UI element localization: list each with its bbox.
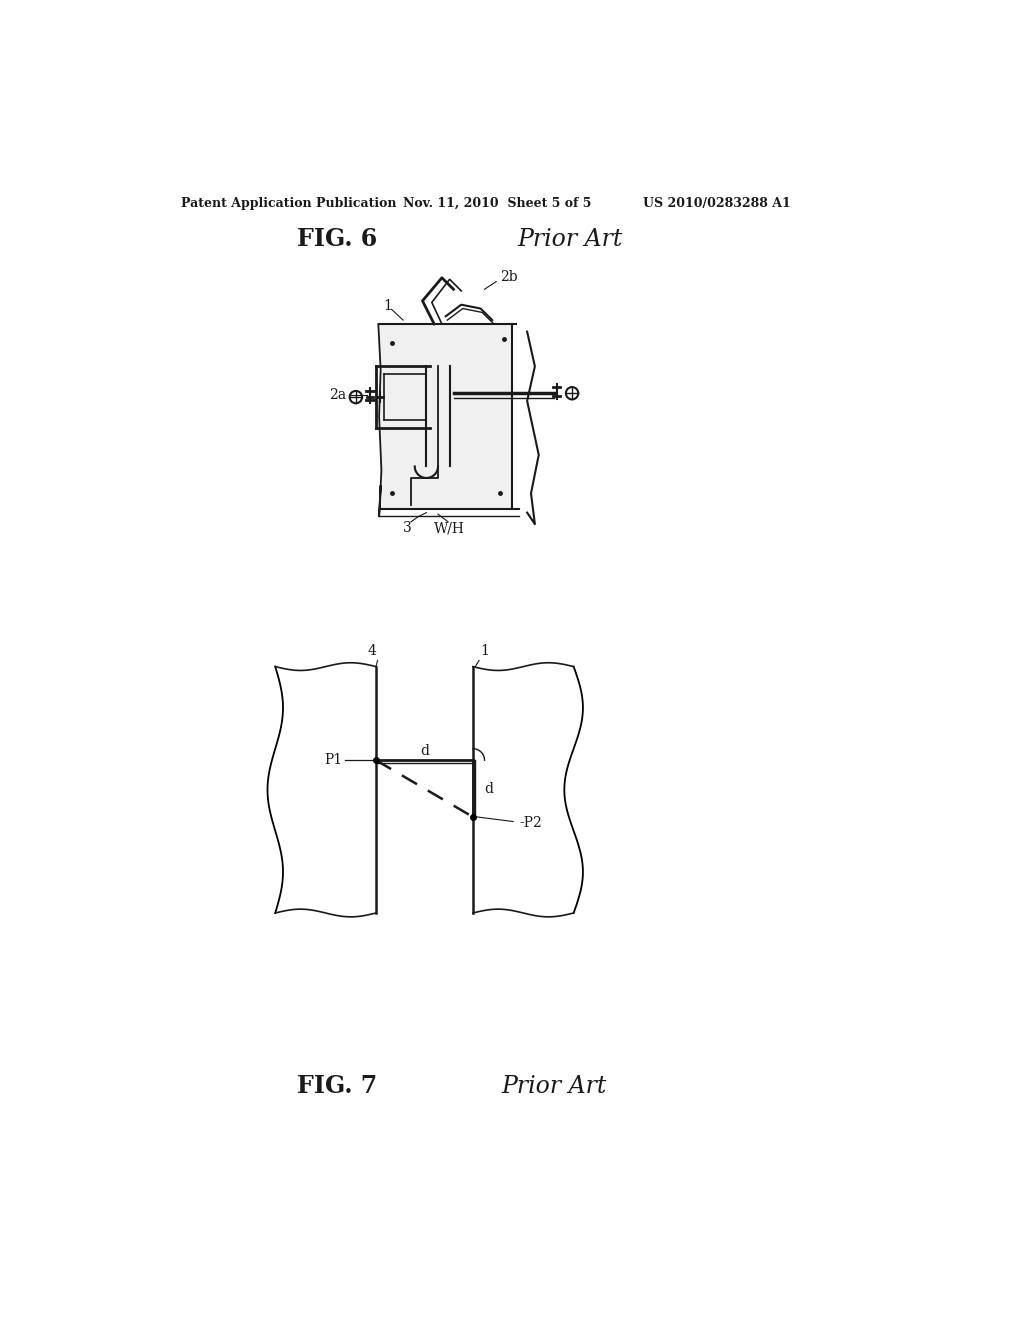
- Text: 2b: 2b: [500, 271, 517, 284]
- Text: -P2: -P2: [519, 816, 542, 830]
- Text: Prior Art: Prior Art: [502, 1074, 607, 1098]
- Text: 3: 3: [402, 521, 412, 535]
- Text: Nov. 11, 2010  Sheet 5 of 5: Nov. 11, 2010 Sheet 5 of 5: [403, 197, 592, 210]
- Text: 4: 4: [368, 644, 377, 659]
- Text: d: d: [420, 744, 429, 758]
- Text: Prior Art: Prior Art: [517, 228, 623, 251]
- Text: 1: 1: [480, 644, 488, 659]
- Text: US 2010/0283288 A1: US 2010/0283288 A1: [643, 197, 792, 210]
- Text: FIG. 6: FIG. 6: [297, 227, 378, 251]
- Text: 1: 1: [383, 300, 392, 313]
- Text: 2a: 2a: [329, 388, 346, 401]
- Text: P1: P1: [325, 754, 342, 767]
- Text: Patent Application Publication: Patent Application Publication: [180, 197, 396, 210]
- Text: d: d: [484, 781, 493, 796]
- Text: W/H: W/H: [434, 521, 465, 535]
- FancyBboxPatch shape: [380, 323, 512, 508]
- Text: FIG. 7: FIG. 7: [297, 1074, 378, 1098]
